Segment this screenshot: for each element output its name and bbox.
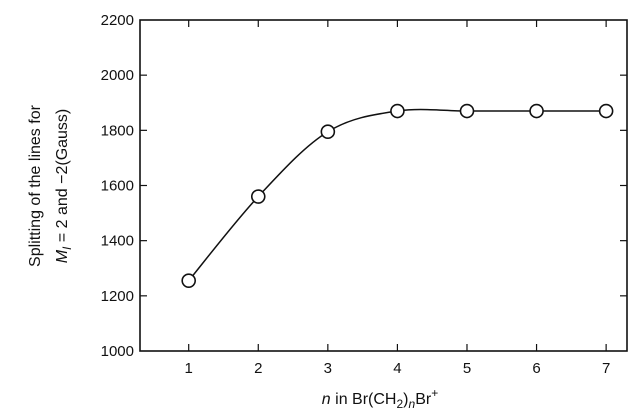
x-tick-label: 5 [463, 360, 471, 377]
y-tick-label: 2200 [101, 12, 134, 29]
x-tick-label: 4 [393, 360, 401, 377]
y-tick-label: 2000 [101, 67, 134, 84]
x-tick-label: 7 [602, 360, 610, 377]
x-label-var: n [322, 391, 331, 408]
plot-frame [139, 19, 628, 352]
data-points [181, 103, 614, 288]
y-label-line1: Splitting of the lines for [27, 104, 44, 267]
tick-labels: 1000 1200 1400 1600 1800 2000 2200 1 2 3 4 5 6 7 [101, 12, 611, 377]
data-point [529, 103, 544, 119]
x-axis-label: n in Br(CH2)nBr+ [322, 386, 438, 409]
y-tick-label: 1000 [101, 343, 134, 360]
x-tick-label: 3 [324, 360, 332, 377]
data-point [390, 103, 405, 119]
y-tick-label: 1400 [101, 233, 134, 250]
data-point [320, 124, 336, 140]
y-tick-label: 1200 [101, 288, 134, 305]
y-axis-label: Splitting of the lines for MI = 2 and −2… [27, 104, 74, 267]
y-tick-label: 1600 [101, 178, 134, 195]
data-point [459, 103, 475, 119]
y-tick-label: 1800 [101, 122, 134, 139]
x-tick-label: 6 [532, 360, 540, 377]
data-point [181, 273, 196, 288]
x-tick-label: 2 [254, 360, 262, 377]
axis-ticks [140, 20, 627, 351]
x-tick-label: 1 [185, 360, 193, 377]
data-point [598, 103, 614, 119]
data-point [250, 189, 266, 204]
y-label-line2: MI = 2 and −2(Gauss) [54, 109, 74, 264]
